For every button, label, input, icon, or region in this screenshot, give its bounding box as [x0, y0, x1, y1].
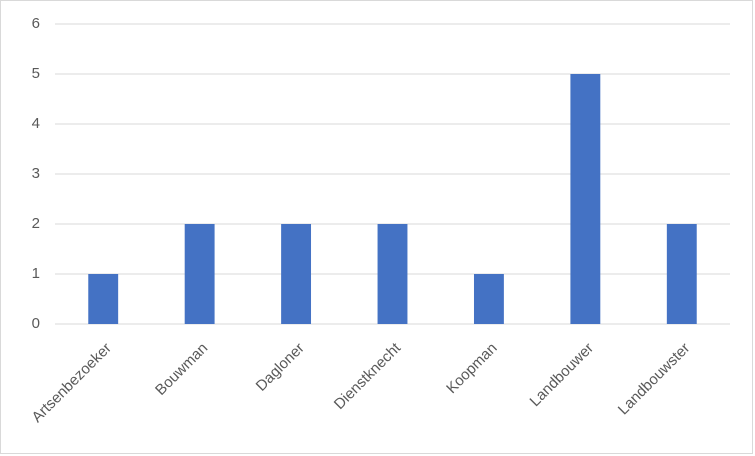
bar [88, 274, 119, 324]
y-tick-label: 1 [32, 265, 40, 282]
y-tick-label: 2 [32, 215, 40, 232]
y-tick-label: 5 [32, 65, 40, 82]
y-tick-label: 3 [32, 165, 40, 182]
bar [184, 224, 215, 324]
bar [377, 224, 408, 324]
bar [473, 274, 504, 324]
bar [281, 224, 312, 324]
y-tick-label: 6 [32, 15, 40, 32]
y-tick-label: 4 [32, 115, 40, 132]
bar [570, 74, 601, 324]
bar [666, 224, 697, 324]
y-tick-label: 0 [32, 315, 40, 332]
